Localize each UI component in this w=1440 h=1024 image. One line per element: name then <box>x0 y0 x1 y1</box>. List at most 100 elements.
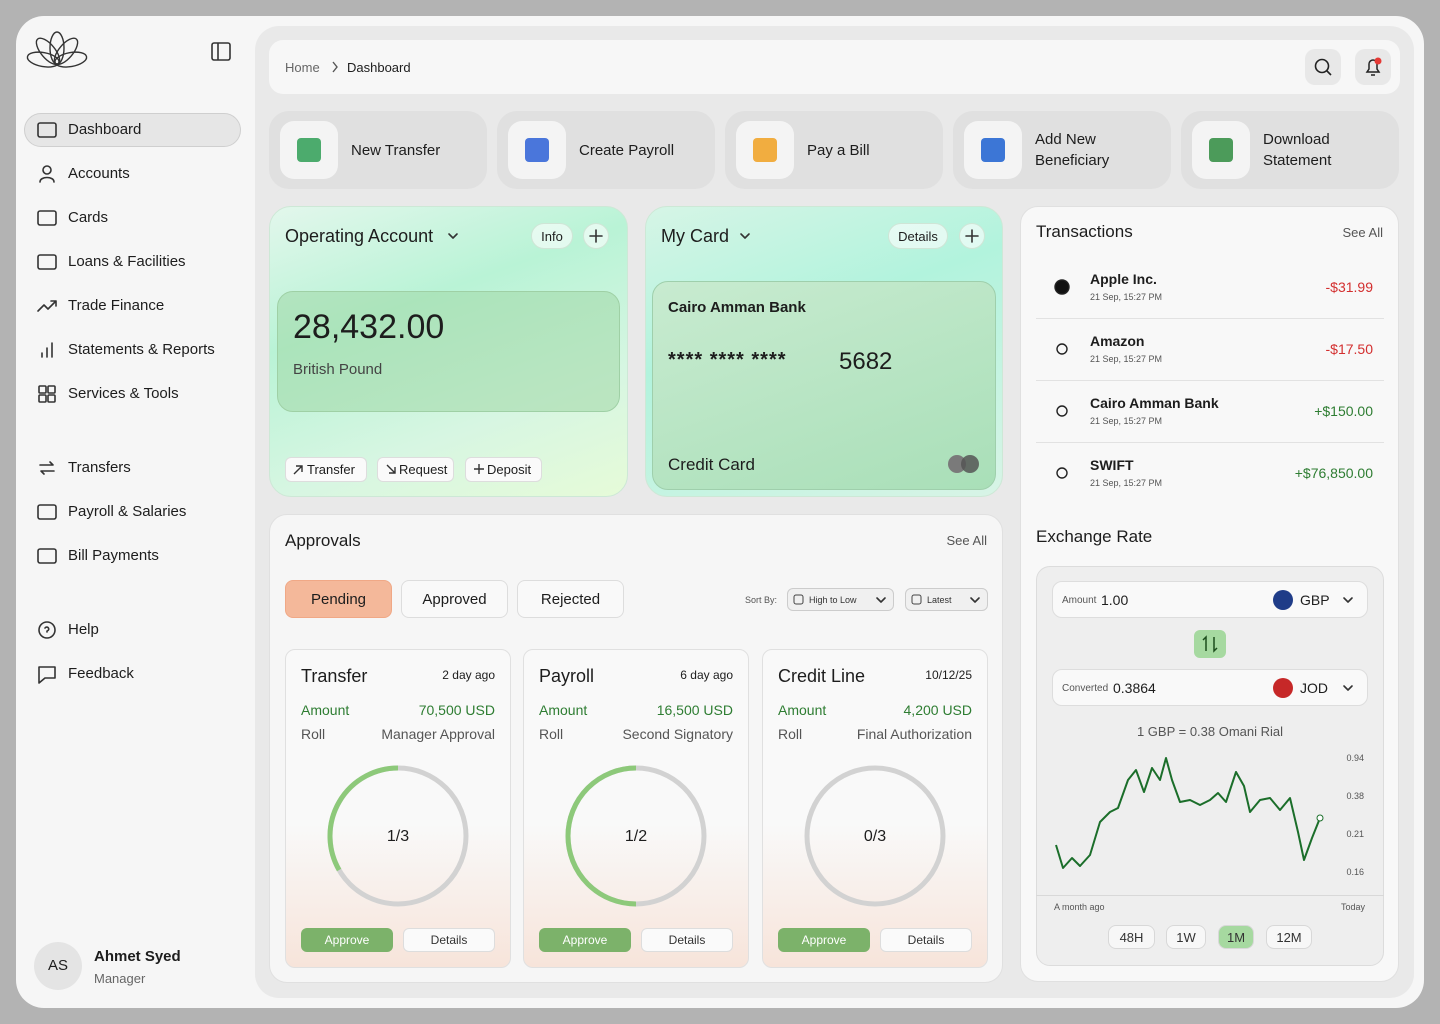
progress-label: 1/2 <box>624 827 648 845</box>
progress-label: 1/3 <box>386 827 410 845</box>
sort-select[interactable] <box>905 588 988 611</box>
chart-start: A month ago <box>1054 902 1105 912</box>
sort-option: Latest <box>927 595 952 605</box>
approve-label: Approve <box>324 933 370 947</box>
approval-time: 6 day ago <box>680 668 733 682</box>
separator <box>1036 318 1384 319</box>
currency-code[interactable]: GBP <box>1300 592 1330 608</box>
range-label: 48H <box>1119 929 1144 945</box>
details-button[interactable] <box>403 928 495 952</box>
sort-option: High to Low <box>809 595 857 605</box>
amount-value: 16,500 USD <box>656 702 733 718</box>
range-button[interactable] <box>1166 925 1206 949</box>
approve-label: Approve <box>801 933 847 947</box>
search-button[interactable] <box>1305 49 1341 85</box>
approval-card <box>285 649 511 968</box>
card-title[interactable]: My Card <box>661 225 730 246</box>
info-button[interactable] <box>531 223 573 249</box>
nav-item[interactable]: Trade Finance <box>68 297 165 314</box>
details-button[interactable] <box>880 928 972 952</box>
approve-button[interactable] <box>778 928 870 952</box>
swap-button[interactable] <box>1194 630 1226 658</box>
account-action-label[interactable]: Transfer <box>307 461 355 477</box>
chart-tick: 0.21 <box>1346 829 1364 839</box>
nav-item[interactable]: Help <box>68 621 99 638</box>
transaction-name: Cairo Amman Bank <box>1090 395 1219 411</box>
chart-baseline <box>1036 895 1384 896</box>
quick-action-label[interactable]: Pay a Bill <box>807 141 870 159</box>
card-last4: 5682 <box>839 347 893 375</box>
nav-item[interactable]: Statements & Reports <box>68 341 215 358</box>
approval-time: 10/12/25 <box>925 668 972 682</box>
approval-time: 2 day ago <box>442 668 495 682</box>
roll-value: Second Signatory <box>622 726 733 742</box>
roll-label: Roll <box>778 726 803 742</box>
roll-label: Roll <box>301 726 326 742</box>
details-label: Details <box>430 933 468 947</box>
nav-item[interactable]: Payroll & Salaries <box>68 503 187 520</box>
nav-item[interactable]: Cards <box>68 209 109 226</box>
nav-item[interactable]: Loans & Facilities <box>68 253 186 270</box>
nav-item[interactable]: Bill Payments <box>68 547 159 564</box>
nav-item[interactable]: Transfers <box>68 459 131 476</box>
chart-tick: 0.38 <box>1346 791 1364 801</box>
range-label: 12M <box>1276 929 1302 945</box>
separator <box>1036 442 1384 443</box>
approval-tab-label: Rejected <box>540 591 601 608</box>
quick-action-label[interactable]: Add New Beneficiary <box>1035 131 1110 169</box>
nav-item[interactable]: Accounts <box>68 165 130 182</box>
approve-button[interactable] <box>539 928 631 952</box>
details-button[interactable] <box>888 223 948 249</box>
currency-code[interactable]: JOD <box>1300 680 1328 696</box>
breadcrumb-link[interactable]: Home <box>285 59 320 75</box>
approval-tab-label: Pending <box>310 591 367 608</box>
nav-item[interactable]: Dashboard <box>68 121 142 138</box>
transaction-date: 21 Sep, 15:27 PM <box>1090 292 1163 302</box>
range-button[interactable] <box>1266 925 1312 949</box>
approve-button[interactable] <box>301 928 393 952</box>
details-button[interactable] <box>641 928 733 952</box>
see-all[interactable]: See All <box>1342 224 1383 240</box>
nav-active[interactable] <box>24 113 241 147</box>
exchange-value: 0.3864 <box>1113 680 1156 696</box>
account-title[interactable]: Operating Account <box>285 225 434 246</box>
amount-label: Amount <box>301 702 350 718</box>
card-mask: **** **** **** <box>668 349 787 371</box>
transaction-name: Apple Inc. <box>1090 271 1157 287</box>
see-all[interactable]: See All <box>946 532 987 548</box>
approval-tab[interactable] <box>285 580 392 618</box>
sort-select[interactable] <box>787 588 894 611</box>
breadcrumb-current: Dashboard <box>347 59 411 75</box>
quick-action-label[interactable]: Create Payroll <box>579 141 675 159</box>
account-action[interactable] <box>285 457 367 482</box>
amount-value: 4,200 USD <box>903 702 972 718</box>
exchange-rate: 1 GBP = 0.38 Omani Rial <box>1136 723 1284 739</box>
approval-tab[interactable] <box>517 580 624 618</box>
account-action-label[interactable]: Deposit <box>487 461 532 477</box>
avatar <box>34 942 82 990</box>
quick-action-icon <box>736 121 794 179</box>
approval-card <box>762 649 988 968</box>
details-label: Details <box>668 933 706 947</box>
range-button[interactable] <box>1108 925 1155 949</box>
transaction-name: Amazon <box>1090 333 1145 349</box>
amount-value: 70,500 USD <box>418 702 495 718</box>
user-name: Ahmet Syed <box>94 948 181 965</box>
notification-button[interactable] <box>1355 49 1391 85</box>
account-action-label[interactable]: Request <box>399 461 448 477</box>
add-button[interactable] <box>583 223 609 249</box>
quick-action-label[interactable]: Download Statement <box>1263 131 1332 169</box>
nav-item[interactable]: Feedback <box>68 665 134 682</box>
range-button[interactable] <box>1218 925 1254 949</box>
exchange-row <box>1052 669 1368 706</box>
separator <box>1036 380 1384 381</box>
range-label: 1M <box>1226 929 1246 945</box>
nav-item[interactable]: Services & Tools <box>68 385 179 402</box>
add-button[interactable] <box>959 223 985 249</box>
quick-action-label[interactable]: New Transfer <box>351 141 441 159</box>
approval-tab[interactable] <box>401 580 508 618</box>
quick-action-icon <box>508 121 566 179</box>
roll-label: Roll <box>539 726 564 742</box>
credit-card <box>652 281 996 490</box>
